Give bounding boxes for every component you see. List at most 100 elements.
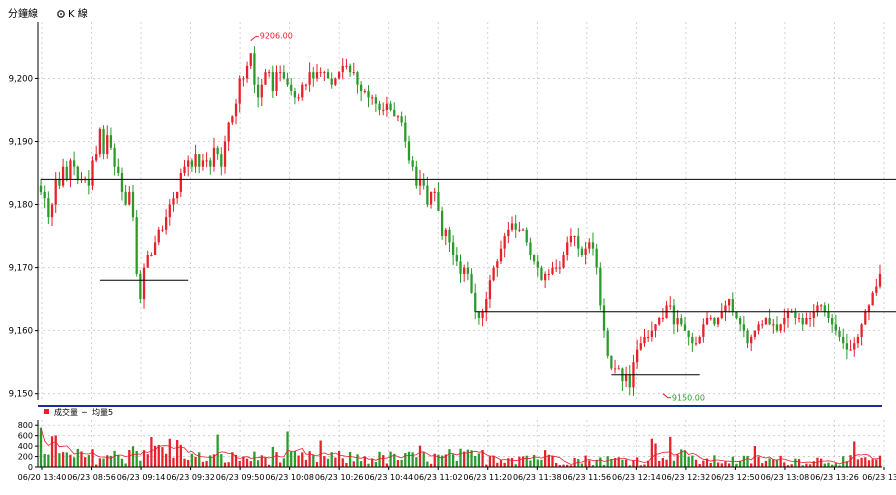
candle-body [856, 336, 860, 344]
volume-bar [139, 460, 142, 467]
candle-body [518, 229, 521, 231]
candle-body [87, 179, 90, 186]
candle-body [757, 324, 760, 331]
volume-bar [407, 451, 411, 467]
volume-bar [120, 458, 124, 467]
volume-bar [47, 454, 50, 467]
candle-body [488, 280, 492, 300]
volume-bar [371, 458, 374, 467]
volume-bar [831, 464, 834, 467]
legend-swatch-volume [44, 409, 49, 414]
tab-k-chart[interactable]: K 線 [57, 7, 88, 20]
volume-bar [532, 454, 536, 467]
candle-body [113, 147, 116, 167]
volume-bar [746, 455, 749, 467]
volume-bar [488, 456, 492, 467]
candle-body [808, 318, 812, 320]
candle-body [201, 160, 205, 167]
candle-body [179, 173, 182, 192]
price-tick-label: 9,160 [9, 327, 33, 337]
candle-body [599, 267, 602, 306]
candle-body [819, 305, 823, 307]
candle-body [290, 84, 293, 92]
volume-bar [654, 443, 657, 467]
candle-body [433, 191, 436, 193]
volume-bar [76, 448, 79, 467]
volume-bar [422, 452, 425, 467]
candle-body [231, 116, 234, 123]
candle-body [635, 349, 639, 363]
candle-body [499, 248, 503, 262]
volume-bar [39, 427, 43, 467]
candle-body [348, 65, 352, 73]
price-annotations: 9206.00 9150.00 [250, 32, 705, 403]
candle-body [341, 65, 344, 73]
volume-legend: 成交量 ─ 均量5 [44, 407, 113, 417]
volume-bar [396, 460, 400, 467]
volume-bar [864, 457, 867, 467]
volume-bar [698, 464, 701, 467]
price-tick-label: 9,190 [9, 137, 33, 147]
candle-body [525, 229, 528, 243]
price-tick-label: 9,180 [9, 201, 33, 211]
volume-bar [856, 459, 860, 467]
volume-bar [525, 455, 528, 467]
volume-bar [768, 458, 771, 467]
candle-body [286, 78, 289, 85]
volume-bar [871, 459, 874, 467]
candle-body [547, 273, 550, 275]
volume-bar [312, 454, 315, 467]
volume-bar [797, 459, 801, 467]
volume-bar [624, 459, 628, 467]
tab-minute-chart[interactable]: 分鐘線 [8, 7, 38, 20]
candle-body [117, 166, 120, 174]
time-tick-label: 06/23 13:26 [810, 473, 859, 482]
volume-bar [334, 457, 337, 467]
volume-bar [293, 451, 297, 467]
volume-bar [209, 455, 212, 467]
candle-body [371, 97, 374, 99]
candle-body [176, 191, 179, 199]
candle-body [577, 236, 580, 249]
volume-bar [315, 462, 319, 467]
candle-body [58, 179, 61, 186]
volume-bar [268, 464, 271, 467]
candle-body [102, 128, 105, 155]
candle-body [223, 141, 227, 167]
volume-bar [742, 455, 745, 467]
candle-body [315, 72, 319, 79]
volume-bar [599, 457, 602, 467]
chart-header: 分鐘線 K 線 [8, 7, 88, 20]
candle-body [326, 72, 330, 79]
volume-bar [635, 457, 639, 467]
candle-body [142, 267, 146, 300]
volume-bar [223, 462, 227, 467]
candle-body [304, 84, 308, 86]
candle-body [845, 343, 849, 350]
volume-bar [812, 461, 815, 467]
volume-bar [227, 462, 230, 467]
volume-bar [547, 454, 550, 467]
candle-body [772, 324, 775, 326]
candle-body [293, 91, 297, 98]
candle-body [753, 330, 757, 337]
candle-body [496, 261, 499, 268]
candle-body [507, 229, 510, 237]
volume-bar [98, 458, 102, 467]
candle-body [128, 191, 131, 205]
time-tick-label: 06/23 09:32 [166, 473, 215, 482]
candle-body [382, 109, 385, 111]
volume-bar [176, 440, 179, 467]
candle-body [330, 78, 333, 85]
volume-bar [216, 434, 219, 467]
volume-bar [702, 460, 705, 467]
volume-bar [551, 455, 554, 467]
volume-bar [875, 459, 878, 467]
candle-body [198, 154, 201, 167]
volume-bar [819, 458, 823, 467]
volume-bar [389, 451, 392, 467]
volume-bar [757, 456, 760, 467]
candle-body [352, 72, 355, 74]
volume-bar [135, 450, 138, 467]
